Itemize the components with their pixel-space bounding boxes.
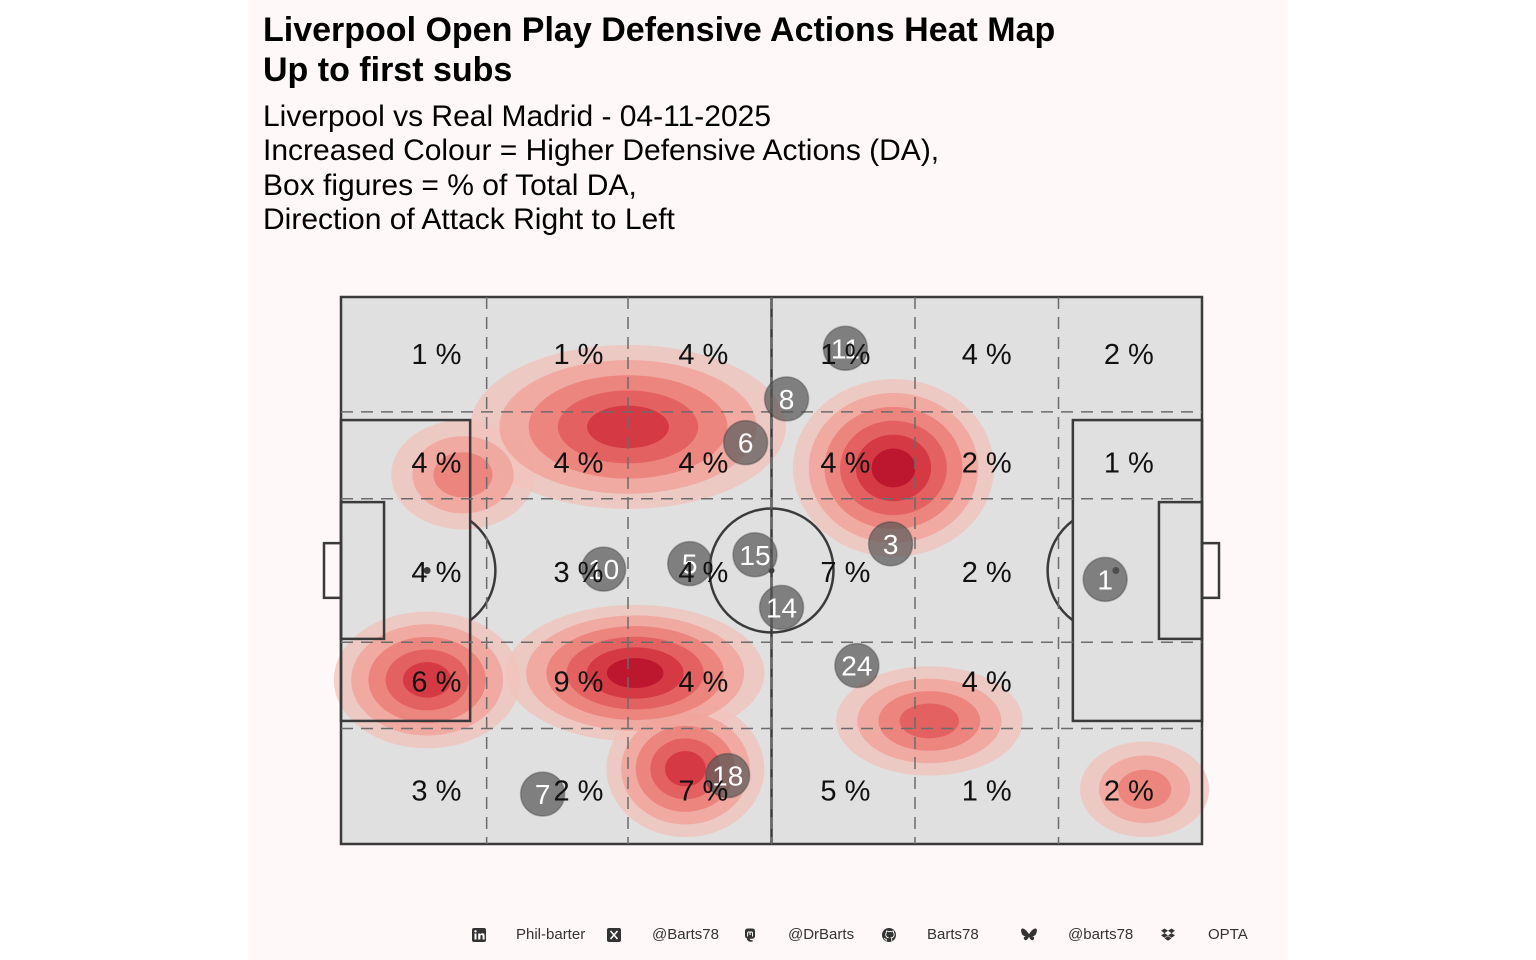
player-marker-circle: [822, 325, 869, 372]
player-marker: 8: [763, 376, 810, 422]
chart-title-line2: Up to first subs: [263, 51, 513, 89]
player-marker-circle: [519, 771, 566, 817]
zone-percentage-label: 4 %: [962, 666, 1012, 698]
zone-percentage-label: 4 %: [678, 557, 728, 589]
footer-bluesky: @barts78: [1068, 926, 1134, 943]
player-marker-circle: [580, 546, 627, 592]
zone-percentage-label: 2 %: [554, 776, 604, 808]
player-marker-circle: [732, 532, 778, 578]
player-marker-circle: [704, 752, 751, 799]
zone-percentage-label: 2 %: [962, 557, 1012, 589]
footer-linkedin: Phil-barter: [516, 926, 586, 943]
player-number: 6: [738, 428, 754, 459]
zone-percentage-label: 4 %: [678, 339, 728, 371]
zone-percentage-label: 1 %: [411, 339, 461, 371]
zone-percentage-label: 4 %: [962, 339, 1012, 371]
github-icon: [882, 928, 896, 942]
density-contour: [402, 662, 452, 698]
player-number: 7: [535, 779, 551, 810]
player-number: 1: [1097, 564, 1113, 595]
zone-percentage-label: 4 %: [678, 447, 728, 479]
player-marker: 10: [580, 546, 627, 592]
heatmap-pitch: 1 3 68 11 15 5 10 14 24 18 7 1 % 1 % 4 % 1 % 4 % 2 % 4 %…: [322, 295, 1221, 846]
left-goal: [322, 541, 343, 600]
player-marker-circle: [722, 419, 769, 466]
right-penalty-arc: [1046, 519, 1074, 622]
subtitle-line-2: Increased Colour = Higher Defensive Acti…: [263, 134, 940, 167]
density-contour: [1118, 769, 1172, 810]
player-marker: 18: [704, 752, 751, 799]
zone-percentage-label: 5 %: [820, 776, 870, 808]
zone-percentage-label: 7 %: [820, 557, 870, 589]
zone-percentage-label: 3 %: [411, 776, 461, 808]
density-contour: [899, 703, 960, 739]
zone-percentage-label: 1 %: [1104, 447, 1154, 479]
zone-percentage-label: 4 %: [411, 557, 461, 589]
player-markers: 1 3 68 11 15 5 10 14 24 18 7: [519, 325, 1128, 817]
player-number: 11: [831, 333, 860, 364]
footer-mastodon: @DrBarts: [788, 926, 855, 943]
zone-percentage-label: 7 %: [678, 776, 728, 808]
player-number: 24: [841, 651, 872, 682]
density-contour: [606, 658, 664, 689]
player-marker: 11: [822, 325, 869, 372]
player-number: 10: [588, 554, 619, 585]
footer: Phil-barter @Barts78 @DrBarts Barts78 @b…: [0, 922, 1536, 950]
zone-percentage-label: 4 %: [820, 447, 870, 479]
zone-percentage-label: 4 %: [554, 447, 604, 479]
subtitle-line-3: Box figures = % of Total DA,: [263, 169, 637, 202]
right-goal: [1200, 541, 1221, 600]
left-penalty-spot: [423, 567, 431, 574]
player-marker: 3: [867, 521, 914, 567]
player-marker-circle: [867, 521, 914, 567]
footer-source: OPTA: [1208, 926, 1248, 943]
x-twitter-icon: [607, 928, 621, 942]
zone-percentage-label: 4 %: [411, 447, 461, 479]
player-marker-circle: [758, 584, 805, 631]
subtitle-line-4: Direction of Attack Right to Left: [263, 203, 675, 236]
player-marker: 7: [519, 771, 566, 817]
player-marker-circle: [834, 642, 880, 689]
mastodon-icon: [745, 928, 755, 942]
player-marker-circle: [666, 540, 713, 587]
zone-labels: 1 % 1 % 4 % 1 % 4 % 2 % 4 % 4 % 4 % 4 % 2 % 1 % 4 % 3…: [411, 339, 1153, 808]
footer-x: @Barts78: [652, 926, 719, 943]
density-contour: [664, 751, 706, 787]
player-marker: 5: [666, 540, 713, 587]
zone-percentage-label: 9 %: [554, 666, 604, 698]
density-contour: [871, 448, 916, 488]
zone-percentage-label: 6 %: [411, 666, 461, 698]
player-number: 18: [712, 761, 743, 792]
zone-percentage-label: 1 %: [962, 776, 1012, 808]
left-penalty-arc: [469, 519, 497, 622]
player-number: 5: [682, 549, 698, 580]
zone-percentage-label: 3 %: [554, 557, 604, 589]
player-number: 14: [766, 592, 797, 623]
density-layer: [333, 344, 1210, 838]
player-marker-circle: [763, 376, 810, 422]
zone-percentage-label: 1 %: [820, 339, 870, 371]
player-marker: 14: [758, 584, 805, 631]
zone-percentage-label: 2 %: [1104, 776, 1154, 808]
dropbox-icon: [1161, 928, 1175, 941]
zone-percentage-label: 4 %: [678, 666, 728, 698]
player-marker: 24: [834, 642, 880, 689]
player-marker: 6: [722, 419, 769, 466]
density-contour: [433, 452, 493, 498]
linkedin-icon: [472, 928, 486, 942]
bluesky-icon: [1021, 928, 1037, 941]
zone-percentage-label: 1 %: [554, 339, 604, 371]
player-number: 3: [883, 529, 899, 560]
player-marker: 1: [1082, 556, 1128, 603]
chart-title-line1: Liverpool Open Play Defensive Actions He…: [263, 11, 1056, 49]
zone-percentage-label: 2 %: [1104, 339, 1154, 371]
player-marker-circle: [1082, 556, 1128, 603]
player-number: 8: [779, 384, 795, 415]
player-marker: 15: [732, 532, 778, 578]
footer-github: Barts78: [927, 926, 979, 943]
subtitle-line-1: Liverpool vs Real Madrid - 04-11-2025: [263, 100, 772, 133]
zone-percentage-label: 2 %: [962, 447, 1012, 479]
player-number: 15: [739, 540, 770, 571]
